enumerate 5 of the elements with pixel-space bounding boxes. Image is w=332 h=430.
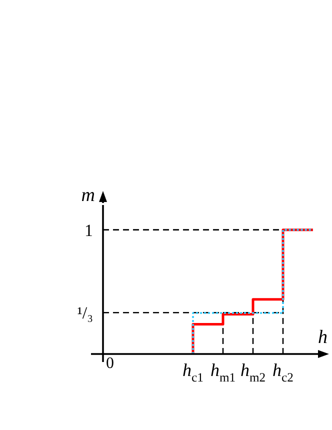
x-tick-label: 0 (106, 355, 114, 372)
ref-line-label: 1 (84, 220, 93, 240)
x-axis-title: h (318, 327, 328, 348)
y-axis-title: m (81, 185, 96, 206)
ref-line-label: ¹/₃ (77, 304, 94, 323)
